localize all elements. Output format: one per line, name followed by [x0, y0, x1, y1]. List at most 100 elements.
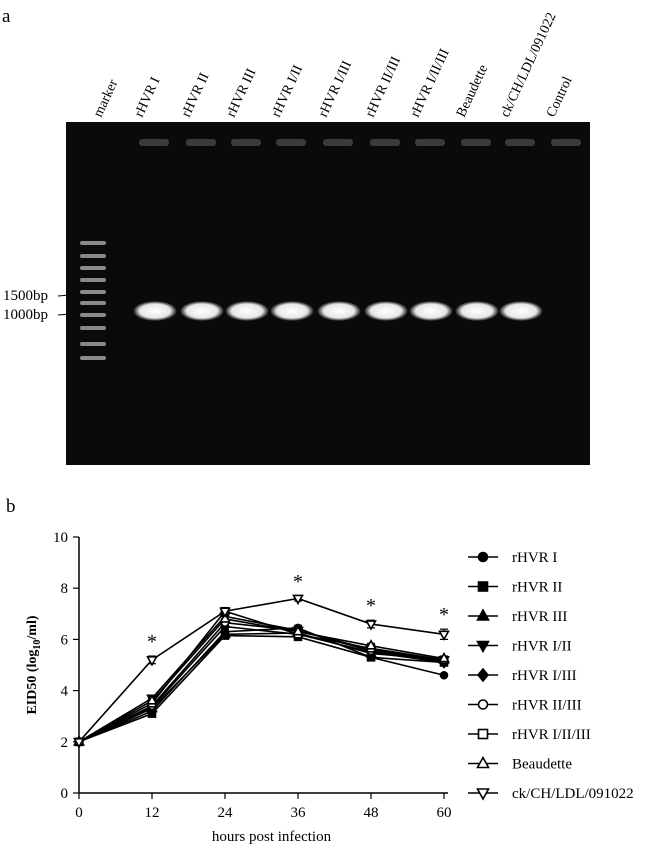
- series-group: [73, 612, 450, 749]
- lane-label: rHVR I: [132, 75, 164, 120]
- chart-legend: rHVR I rHVR II rHVR III rHVR I/II rHVR I/III…: [468, 550, 634, 802]
- ladder-band: [80, 356, 106, 360]
- legend-item: rHVR I/III: [468, 667, 577, 684]
- data-point: [477, 581, 489, 592]
- x-tick-label: 60: [437, 805, 452, 821]
- data-point: [293, 632, 303, 642]
- dna-band: [409, 301, 453, 321]
- gel-wells: [139, 139, 581, 146]
- gel-lane-labels: marker rHVR I rHVR II rHVR III rHVR I/II rHVR…: [91, 10, 576, 119]
- data-point: [438, 653, 450, 664]
- series-line: [78, 597, 445, 743]
- series-line: [78, 610, 445, 743]
- data-point: [365, 639, 377, 650]
- data-point: [147, 699, 157, 708]
- gel-well: [186, 139, 216, 146]
- legend-item: ck/CH/LDL/091022: [468, 786, 634, 802]
- dna-band: [270, 301, 314, 321]
- chart-annotations: * * * *: [147, 571, 449, 653]
- series-group: [74, 618, 449, 747]
- panel-label-b: b: [6, 496, 16, 517]
- x-tick-label: 36: [291, 805, 307, 821]
- ladder-band: [80, 278, 106, 282]
- lane-label: rHVR I/II/III: [408, 46, 453, 119]
- data-point: [146, 694, 158, 705]
- legend-label: Beaudette: [512, 757, 572, 773]
- gel-well: [276, 139, 306, 146]
- data-point: [365, 620, 377, 631]
- data-point: [219, 612, 231, 623]
- dna-band: [499, 301, 543, 321]
- size-marker-line: [57, 294, 71, 297]
- data-point: [366, 646, 376, 656]
- gel-well: [505, 139, 535, 146]
- ladder-band: [80, 254, 106, 258]
- gel-well: [139, 139, 169, 146]
- legend-item: rHVR III: [468, 608, 567, 625]
- ladder-band: [80, 266, 106, 270]
- legend-label: rHVR I/II/III: [512, 727, 591, 743]
- legend-label: rHVR II/III: [512, 698, 582, 714]
- data-point: [477, 728, 489, 740]
- gel-well: [323, 139, 353, 146]
- data-point: [292, 594, 304, 606]
- data-point: [220, 627, 230, 637]
- data-point: [292, 626, 304, 638]
- data-point: [438, 651, 450, 663]
- data-point: [146, 700, 158, 714]
- data-point: [73, 735, 85, 749]
- legend-item: rHVR I/II: [468, 639, 572, 655]
- data-point: [74, 737, 84, 747]
- data-point: [147, 706, 157, 716]
- data-point: [439, 658, 449, 667]
- data-point: [146, 701, 158, 713]
- ladder-band: [80, 313, 106, 317]
- ladder-band: [80, 290, 106, 294]
- series-line: [78, 618, 445, 743]
- data-point: [147, 709, 157, 718]
- data-point: [365, 646, 377, 658]
- data-point: [438, 656, 450, 669]
- data-point: [477, 699, 489, 710]
- series-group: [74, 623, 449, 747]
- significance-asterisk: *: [439, 604, 449, 626]
- y-tick-label: 6: [61, 632, 69, 648]
- data-point: [439, 656, 449, 666]
- lane-label: rHVR III: [224, 66, 260, 120]
- data-point: [147, 701, 157, 711]
- x-tick-label: 0: [75, 805, 83, 821]
- dna-band: [133, 301, 177, 321]
- series-group: [74, 606, 449, 747]
- gel-well: [415, 139, 445, 146]
- legend-label: rHVR I/II: [512, 639, 572, 655]
- data-point: [293, 623, 303, 633]
- data-point: [74, 737, 84, 747]
- data-point: [219, 607, 231, 618]
- chart-series: [73, 594, 450, 749]
- gel-well: [551, 139, 581, 146]
- lane-label: rHVR I/III: [316, 58, 355, 119]
- series-group: [73, 612, 450, 746]
- significance-asterisk: *: [293, 571, 303, 593]
- data-point: [146, 694, 158, 705]
- dna-band: [455, 301, 499, 321]
- ladder-band: [80, 241, 106, 245]
- significance-asterisk: *: [147, 631, 157, 653]
- y-tick-label: 8: [61, 581, 69, 597]
- ladder-band: [80, 342, 106, 346]
- ladder-band: [80, 301, 106, 305]
- data-point: [292, 626, 304, 637]
- data-point: [366, 644, 376, 653]
- lane-label: rHVR I/II: [269, 63, 306, 120]
- gel-ladder: [80, 241, 106, 360]
- y-tick-label: 2: [61, 735, 69, 751]
- data-point: [220, 631, 230, 640]
- lane-label: rHVR II/III: [363, 54, 404, 119]
- data-point: [477, 551, 489, 563]
- legend-item: rHVR II/III: [468, 698, 582, 714]
- dna-band: [364, 301, 408, 321]
- series-line: [78, 634, 445, 743]
- data-point: [219, 612, 231, 623]
- data-point: [220, 618, 230, 628]
